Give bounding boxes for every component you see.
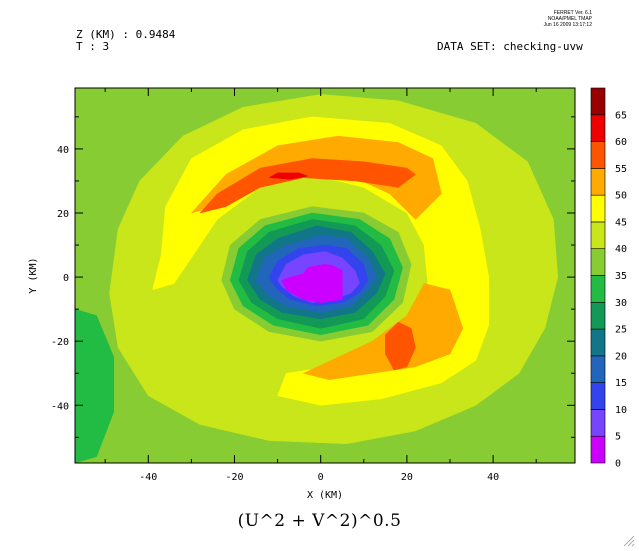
x-tick-label: 0 — [318, 472, 324, 483]
stamp-date: Jun 16 2009 13:17:12 — [543, 22, 592, 28]
colorbar-label: 60 — [615, 137, 627, 148]
colorbar-label: 0 — [615, 459, 621, 470]
dataset-label: DATA SET: checking-uvw — [437, 40, 583, 53]
x-axis-label: X (KM) — [307, 490, 343, 501]
stamp-version: FERRET Ver. 6.1 — [553, 10, 592, 16]
contour-region-1 — [75, 308, 115, 463]
x-tick-label: 40 — [487, 472, 499, 483]
x-tick-label: -40 — [139, 472, 157, 483]
x-tick-label: -20 — [225, 472, 243, 483]
colorbar-label: 40 — [615, 244, 627, 255]
colorbar-label: 20 — [615, 351, 627, 362]
colorbar-swatch — [590, 114, 606, 142]
stamp-org: NOAA/PMEL TMAP — [547, 16, 592, 22]
colorbar: 0 5 10 15 20 25 30 35 40 45 50 55 60 65 — [590, 87, 627, 470]
colorbar-label: 45 — [615, 217, 627, 228]
contour-region-7 — [385, 321, 416, 371]
colorbar-label: 30 — [615, 298, 627, 309]
colorbar-swatch — [590, 194, 606, 223]
y-tick-label: 0 — [63, 273, 69, 284]
z-level-label: Z (KM) : 0.9484 — [76, 28, 176, 41]
colorbar-swatch — [590, 409, 606, 437]
colorbar-label: 55 — [615, 164, 627, 175]
plot-frame — [74, 87, 576, 464]
colorbar-label: 15 — [615, 378, 627, 389]
contour-region-16 — [281, 264, 343, 303]
colorbar-label: 10 — [615, 405, 627, 416]
chart: -40 -20 0 20 40 -40 -20 0 20 40 X (KM) Y (KM) 0 5 1… — [28, 87, 627, 501]
chart-title: (U^2 + V^2)^0.5 — [237, 511, 402, 531]
contour-region-8 — [268, 172, 309, 180]
colorbar-label: 5 — [615, 432, 621, 443]
y-tick-label: 40 — [57, 145, 69, 156]
colorbar-label: 50 — [615, 191, 627, 202]
contour-field — [75, 88, 575, 463]
colorbar-swatch — [590, 141, 606, 169]
y-tick-label: -20 — [51, 337, 69, 348]
colorbar-swatch — [590, 435, 606, 464]
time-step-label: T : 3 — [76, 40, 110, 53]
colorbar-swatch — [590, 301, 606, 330]
colorbar-label: 35 — [615, 271, 627, 282]
colorbar-swatch — [590, 248, 606, 276]
colorbar-label: 25 — [615, 325, 627, 336]
resize-grip-icon — [623, 535, 635, 547]
colorbar-swatch — [590, 355, 606, 383]
axes: -40 -20 0 20 40 -40 -20 0 20 40 — [51, 88, 575, 483]
colorbar-swatch — [590, 275, 606, 303]
contour-region-4 — [303, 283, 464, 380]
y-axis-label: Y (KM) — [28, 257, 39, 293]
ferret-stamp: FERRET Ver. 6.1 NOAA/PMEL TMAP Jun 16 20… — [544, 10, 592, 28]
colorbar-swatch — [590, 87, 606, 116]
colorbar-swatch — [590, 328, 606, 357]
colorbar-swatch — [590, 168, 606, 196]
colorbar-label: 65 — [615, 110, 627, 121]
x-tick-label: 20 — [401, 472, 413, 483]
y-tick-label: 20 — [57, 209, 69, 220]
colorbar-swatch — [590, 221, 606, 250]
contour-region-6 — [199, 158, 416, 214]
colorbar-swatch — [590, 382, 606, 410]
y-tick-label: -40 — [51, 401, 69, 412]
